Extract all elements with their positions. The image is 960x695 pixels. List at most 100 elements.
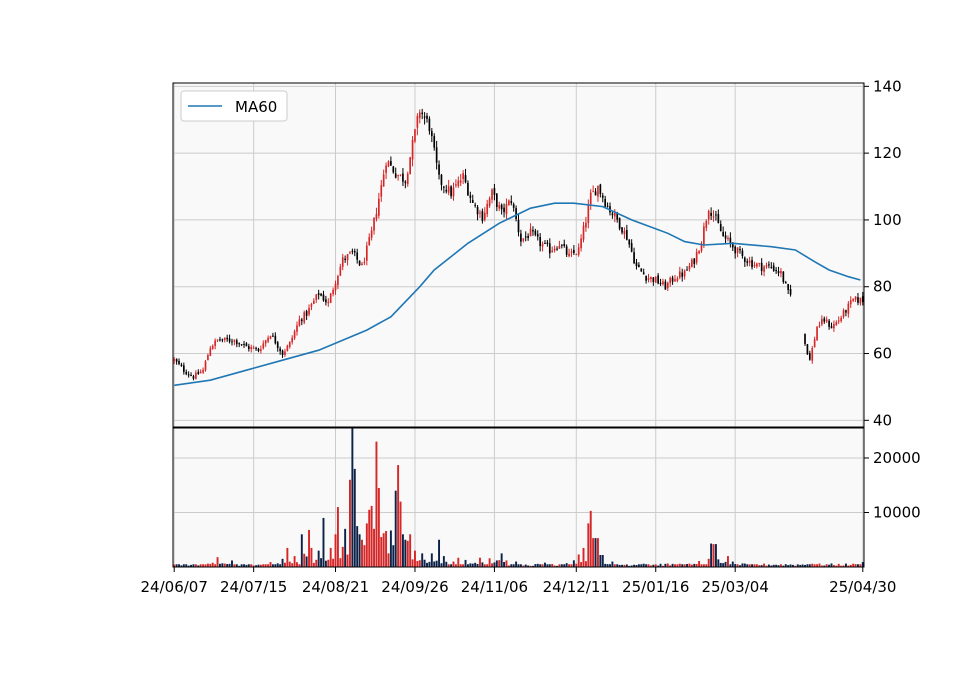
volume-bar (596, 538, 599, 567)
candle-body (861, 296, 864, 302)
candle-body (731, 244, 734, 248)
volume-bar (221, 563, 224, 567)
volume-bar (621, 564, 623, 567)
volume-bar (642, 563, 645, 567)
volume-bar (859, 564, 862, 567)
volume-bar (320, 558, 323, 567)
volume-bar (178, 564, 180, 567)
volume-bar (351, 428, 354, 567)
candle-body (440, 174, 443, 185)
volume-bar (223, 563, 226, 567)
volume-bar (792, 564, 794, 567)
volume-bar (392, 545, 395, 567)
volume-bar (317, 550, 320, 567)
candle-body (678, 271, 681, 278)
candle-body (298, 319, 301, 326)
candle-body (317, 293, 320, 296)
volume-bar (329, 547, 332, 567)
volume-bar (645, 564, 648, 567)
candle-body (606, 205, 609, 207)
candle-body (784, 282, 787, 284)
candle-body (313, 300, 315, 304)
volume-bar (312, 562, 315, 567)
volume-bar (226, 564, 229, 567)
volume-bar (804, 564, 806, 567)
candle-body (221, 339, 224, 341)
volume-bar (271, 564, 274, 567)
volume-bar (635, 565, 638, 567)
candle-body (727, 237, 729, 240)
volume-bar (623, 564, 626, 567)
volume-bar (820, 565, 823, 567)
volume-bar (847, 565, 850, 567)
candle-body (382, 174, 385, 187)
volume-bar (693, 563, 696, 567)
volume-bar (303, 553, 306, 567)
candle-body (710, 212, 712, 217)
candle-body (703, 226, 705, 245)
candle-body (623, 230, 626, 235)
candle-body (375, 213, 378, 219)
volume-bar (736, 564, 739, 567)
volume-bar (854, 564, 857, 567)
volume-bar (640, 564, 643, 567)
candle-body (729, 237, 732, 244)
volume-bar (377, 487, 380, 567)
volume-bar (454, 564, 457, 567)
volume-bar (365, 523, 368, 567)
candle-body (300, 319, 303, 322)
volume-bar (584, 561, 587, 567)
candle-body (399, 174, 402, 176)
candle-body (664, 281, 667, 290)
candle-body (361, 263, 363, 266)
candle-body (452, 187, 455, 197)
candle-body (565, 246, 568, 255)
volume-bar (758, 565, 761, 567)
volume-bar (519, 564, 522, 567)
candle-body (245, 343, 248, 347)
candle-body (592, 191, 594, 193)
candle-body (763, 266, 765, 272)
volume-bar (493, 562, 496, 567)
candle-body (447, 186, 450, 193)
volume-bar (570, 564, 573, 567)
volume-bar (401, 534, 404, 567)
volume-bar (231, 560, 233, 567)
volume-bar (674, 564, 676, 567)
candle-body (650, 276, 652, 279)
legend-box (180, 90, 288, 122)
candle-body (628, 239, 631, 245)
volume-bar (199, 564, 202, 567)
volume-bar (714, 544, 717, 567)
candle-body (493, 188, 496, 195)
volume-bar (724, 561, 727, 567)
candle-body (847, 303, 850, 314)
candle-body (695, 251, 698, 263)
volume-bar (664, 563, 667, 567)
price-tick-label: 80 (873, 278, 892, 296)
candle-body (260, 349, 262, 351)
volume-bar (765, 565, 768, 567)
candle-body (373, 217, 375, 231)
volume-bar (349, 479, 351, 567)
candle-body (500, 204, 503, 210)
volume-bar (447, 564, 450, 567)
volume-bar (784, 564, 787, 567)
candle-body (262, 343, 265, 349)
candle-body (833, 323, 835, 329)
candle-body (707, 210, 710, 220)
volume-bar (628, 565, 631, 567)
candle-body (421, 112, 424, 115)
candle-body (430, 131, 433, 136)
candle-body (284, 351, 286, 355)
volume-bar (659, 563, 662, 567)
volume-bar (775, 564, 778, 567)
candle-body (587, 205, 590, 224)
candle-body (182, 365, 185, 372)
volume-bar (370, 505, 373, 567)
candle-body (691, 259, 693, 267)
volume-bar (471, 563, 474, 567)
volume-bar (654, 564, 657, 567)
volume-bar (399, 501, 402, 567)
candle-body (789, 289, 792, 295)
